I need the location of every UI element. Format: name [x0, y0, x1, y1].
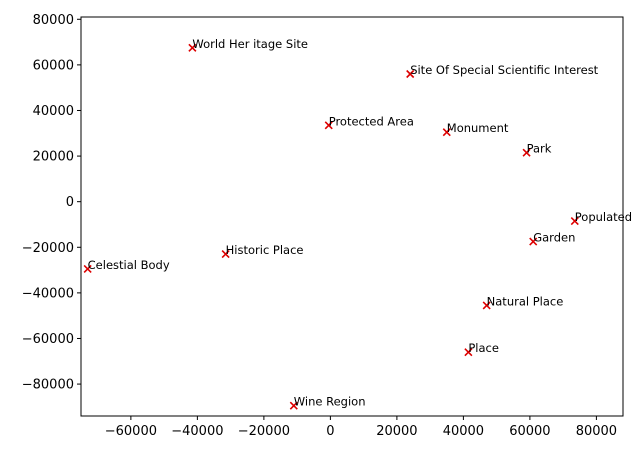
plot-frame: [80, 16, 624, 417]
point-label: Populated: [575, 210, 632, 224]
data-point-marker: [289, 401, 298, 410]
point-label: Celestial Body: [88, 258, 170, 272]
data-point-marker: [83, 264, 92, 274]
point-label: Wine Region: [294, 395, 366, 409]
points-layer: World Her itage Site Site Of Special Scie…: [83, 37, 632, 410]
data-point-marker: [522, 148, 531, 157]
y-tick-label: 40000: [33, 104, 74, 119]
x-tick-label: 60000: [509, 424, 550, 439]
point-label: World Her itage Site: [192, 37, 308, 51]
data-point-marker: [188, 43, 197, 52]
point-label: Park: [527, 142, 552, 156]
y-axis: −80000 −60000 −40000 −20000 0 20000 40000 60000…: [22, 13, 81, 393]
data-point-marker: [442, 128, 451, 137]
data-point-marker: [324, 121, 333, 130]
x-axis: −60000 −40000 −20000 0 20000 40000 60000 80000: [105, 416, 617, 439]
y-tick-label: −60000: [22, 332, 74, 347]
y-tick-label: −40000: [22, 286, 74, 301]
x-tick-label: 20000: [376, 424, 417, 439]
x-tick-label: −60000: [105, 424, 157, 439]
data-point-marker: [570, 216, 579, 226]
y-tick-label: 20000: [33, 150, 74, 165]
data-point-marker: [221, 250, 230, 259]
data-point-marker: [482, 301, 491, 310]
x-tick-label: −40000: [171, 424, 223, 439]
point-label: Natural Place: [487, 294, 564, 308]
point-label: Historic Place: [226, 243, 304, 257]
point-label: Place: [468, 341, 499, 355]
x-tick-label: 40000: [443, 424, 484, 439]
y-tick-label: −20000: [22, 241, 74, 256]
point-label: Protected Area: [329, 114, 414, 128]
x-tick-label: −20000: [238, 424, 290, 439]
point-label: Site Of Special Scientific Interest: [410, 63, 598, 77]
y-tick-label: −80000: [22, 378, 74, 393]
point-label: Garden: [533, 231, 575, 245]
y-tick-label: 0: [66, 195, 74, 210]
y-tick-label: 60000: [33, 58, 74, 73]
data-point-marker: [529, 237, 538, 246]
y-tick-label: 80000: [33, 13, 74, 28]
data-point-marker: [406, 69, 415, 79]
data-point-marker: [464, 348, 473, 357]
point-label: Monument: [447, 121, 509, 135]
x-tick-label: 80000: [576, 424, 617, 439]
x-tick-label: 0: [326, 424, 334, 439]
